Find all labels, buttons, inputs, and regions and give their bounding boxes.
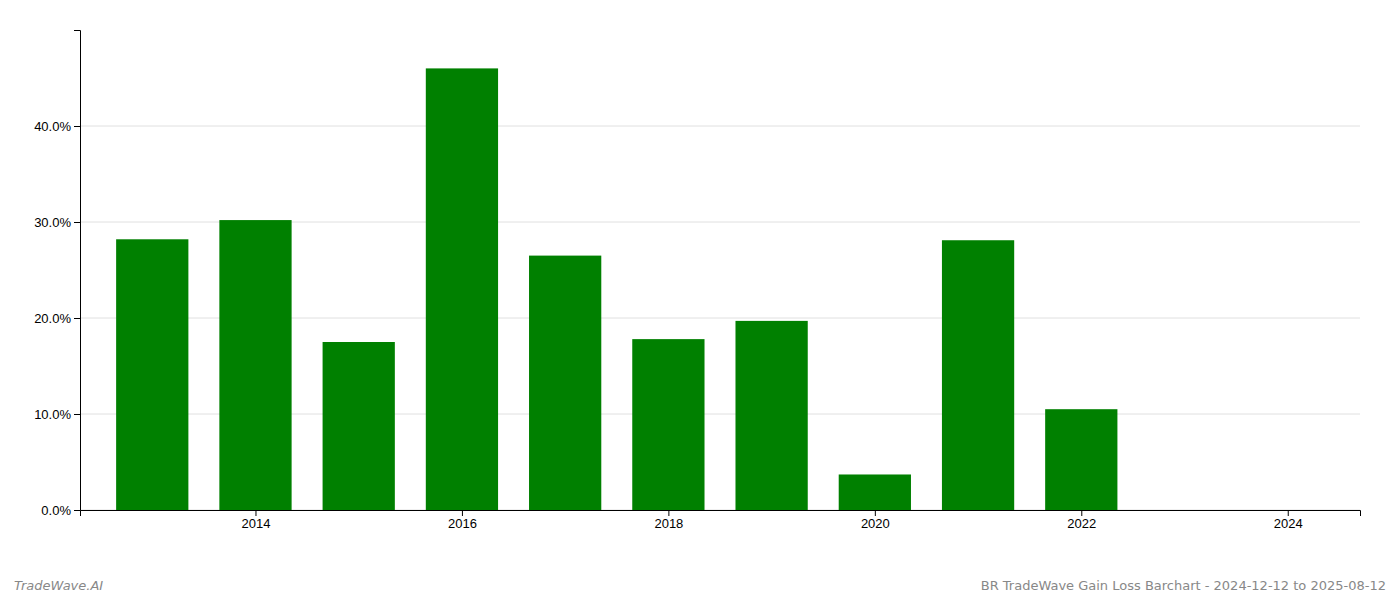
y-tick: 30.0% (34, 215, 80, 230)
bar (839, 474, 911, 510)
y-tick: 10.0% (34, 407, 80, 422)
x-tick-label: 2024 (1274, 516, 1303, 531)
y-tick-mark (74, 126, 80, 127)
x-tick-label: 2016 (448, 516, 477, 531)
x-tick-label: 2022 (1067, 516, 1096, 531)
x-tick-mark (668, 510, 669, 516)
x-axis-line (81, 511, 1361, 517)
bars (116, 68, 1117, 510)
bar (735, 321, 807, 510)
y-tick: 40.0% (34, 119, 80, 134)
x-tick: 2020 (861, 510, 890, 531)
bar (1045, 409, 1117, 510)
x-tick-mark (1288, 510, 1289, 516)
bar (529, 256, 601, 510)
y-tick-label: 10.0% (34, 407, 71, 422)
y-tick-mark (74, 318, 80, 319)
x-tick: 2018 (654, 510, 683, 531)
y-tick-label: 30.0% (34, 215, 71, 230)
x-tick: 2014 (242, 510, 271, 531)
plot-area: 2014 2016 2018 2020 2022 2024 0.0% 10.0% 20.0% 30… (34, 31, 1360, 532)
bar (323, 342, 395, 510)
y-tick-label: 0.0% (41, 503, 71, 518)
bar (632, 339, 704, 510)
y-tick-label: 40.0% (34, 119, 71, 134)
y-tick: 0.0% (41, 503, 80, 518)
y-axis-line (74, 31, 81, 511)
y-tick-mark (74, 414, 80, 415)
x-axis: 2014 2016 2018 2020 2022 2024 (81, 510, 1361, 531)
x-tick: 2022 (1067, 510, 1096, 531)
y-tick-label: 20.0% (34, 311, 71, 326)
grid-line (80, 126, 1360, 127)
title: BR TradeWave Gain Loss Barchart - 2024-1… (981, 578, 1386, 593)
x-tick-label: 2014 (242, 516, 271, 531)
y-tick-mark (74, 510, 80, 511)
bar (426, 68, 498, 510)
x-tick-mark (1081, 510, 1082, 516)
grid (80, 126, 1360, 510)
x-tick: 2024 (1274, 510, 1303, 531)
x-tick: 2016 (448, 510, 477, 531)
x-tick-mark (462, 510, 463, 516)
chart: 2014 2016 2018 2020 2022 2024 0.0% 10.0% 20.0% 30… (0, 0, 1400, 600)
y-axis: 0.0% 10.0% 20.0% 30.0% 40.0% (34, 31, 80, 518)
x-tick-mark (875, 510, 876, 516)
x-tick-label: 2018 (654, 516, 683, 531)
bar (219, 220, 291, 510)
x-tick-label: 2020 (861, 516, 890, 531)
bar (1148, 510, 1220, 511)
annotation: TradeWave.AI (14, 578, 103, 593)
y-tick-mark (74, 222, 80, 223)
x-tick-mark (255, 510, 256, 516)
bar (116, 239, 188, 510)
bar (942, 240, 1014, 510)
y-tick: 20.0% (34, 311, 80, 326)
